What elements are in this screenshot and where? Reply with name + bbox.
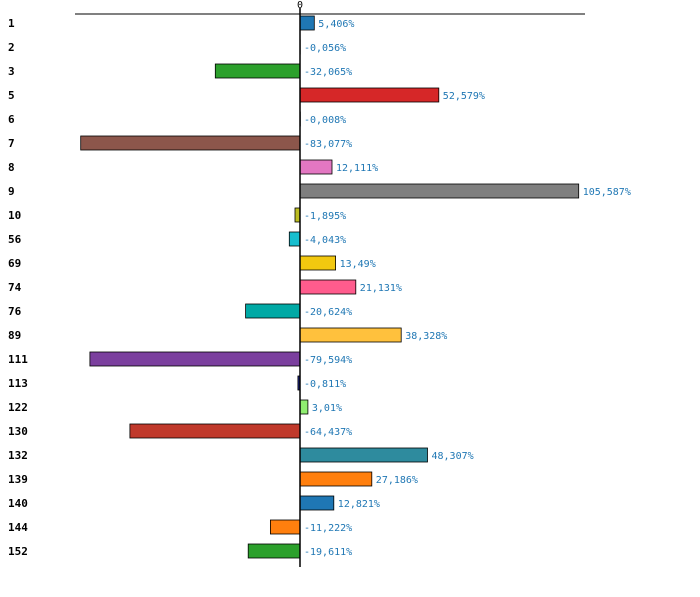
value-label: -1,895% — [304, 211, 346, 222]
axes-group: 0 — [75, 0, 585, 567]
bar-9 — [299, 183, 580, 199]
bar-132 — [299, 447, 428, 463]
value-label: 105,587% — [583, 187, 631, 198]
value-label: 12,821% — [338, 499, 380, 510]
value-label: -11,222% — [304, 523, 352, 534]
value-label: -4,043% — [304, 235, 346, 246]
category-label: 76 — [8, 305, 22, 318]
value-label: 21,131% — [360, 283, 402, 294]
bar-130 — [129, 423, 301, 439]
bar-1 — [299, 15, 315, 31]
category-label: 10 — [8, 209, 21, 222]
value-label: -0,811% — [304, 379, 346, 390]
value-label: -83,077% — [304, 139, 352, 150]
category-label: 89 — [8, 329, 21, 342]
bar-69 — [299, 255, 336, 271]
bar-139 — [299, 471, 373, 487]
category-label: 144 — [8, 521, 28, 534]
value-label: 38,328% — [405, 331, 447, 342]
category-label: 139 — [8, 473, 28, 486]
value-label: -79,594% — [304, 355, 352, 366]
bar-8 — [299, 159, 333, 175]
bar-122 — [299, 399, 309, 415]
value-label: -64,437% — [304, 427, 352, 438]
value-label: -32,065% — [304, 67, 352, 78]
category-label: 8 — [8, 161, 15, 174]
category-label: 130 — [8, 425, 28, 438]
category-label: 140 — [8, 497, 28, 510]
category-label: 9 — [8, 185, 15, 198]
category-label: 69 — [8, 257, 21, 270]
bar-5 — [299, 87, 440, 103]
category-label: 113 — [8, 377, 28, 390]
value-labels-group: 5,406% -0,056% -32,065% 52,579% -0,008% -83,0… — [304, 19, 631, 558]
value-label: 48,307% — [432, 451, 474, 462]
bar-56 — [288, 231, 301, 247]
category-label: 7 — [8, 137, 15, 150]
value-label: 13,49% — [340, 259, 376, 270]
value-label: 27,186% — [376, 475, 418, 486]
value-label: -0,008% — [304, 115, 346, 126]
category-label: 1 — [8, 17, 15, 30]
bar-111 — [89, 351, 301, 367]
category-labels-group: 1235678910566974768911111312213013213914… — [8, 17, 28, 558]
zero-tick-label: 0 — [297, 0, 303, 11]
category-label: 132 — [8, 449, 28, 462]
bar-7 — [80, 135, 301, 151]
category-label: 2 — [8, 41, 15, 54]
category-label: 111 — [8, 353, 28, 366]
value-label: -0,056% — [304, 43, 346, 54]
category-label: 5 — [8, 89, 15, 102]
category-label: 152 — [8, 545, 28, 558]
bar-140 — [299, 495, 335, 511]
category-label: 3 — [8, 65, 15, 78]
value-label: 12,111% — [336, 163, 378, 174]
category-label: 6 — [8, 113, 15, 126]
value-label: 5,406% — [318, 19, 354, 30]
bar-152 — [247, 543, 301, 559]
bar-74 — [299, 279, 357, 295]
value-label: 52,579% — [443, 91, 485, 102]
category-label: 122 — [8, 401, 28, 414]
bar-144 — [269, 519, 301, 535]
value-label: 3,01% — [312, 403, 342, 414]
category-label: 56 — [8, 233, 22, 246]
bar-3 — [214, 63, 301, 79]
value-label: -19,611% — [304, 547, 352, 558]
category-label: 74 — [8, 281, 22, 294]
bar-89 — [299, 327, 402, 343]
bars-group — [80, 15, 580, 559]
bar-76 — [245, 303, 301, 319]
value-label: -20,624% — [304, 307, 352, 318]
